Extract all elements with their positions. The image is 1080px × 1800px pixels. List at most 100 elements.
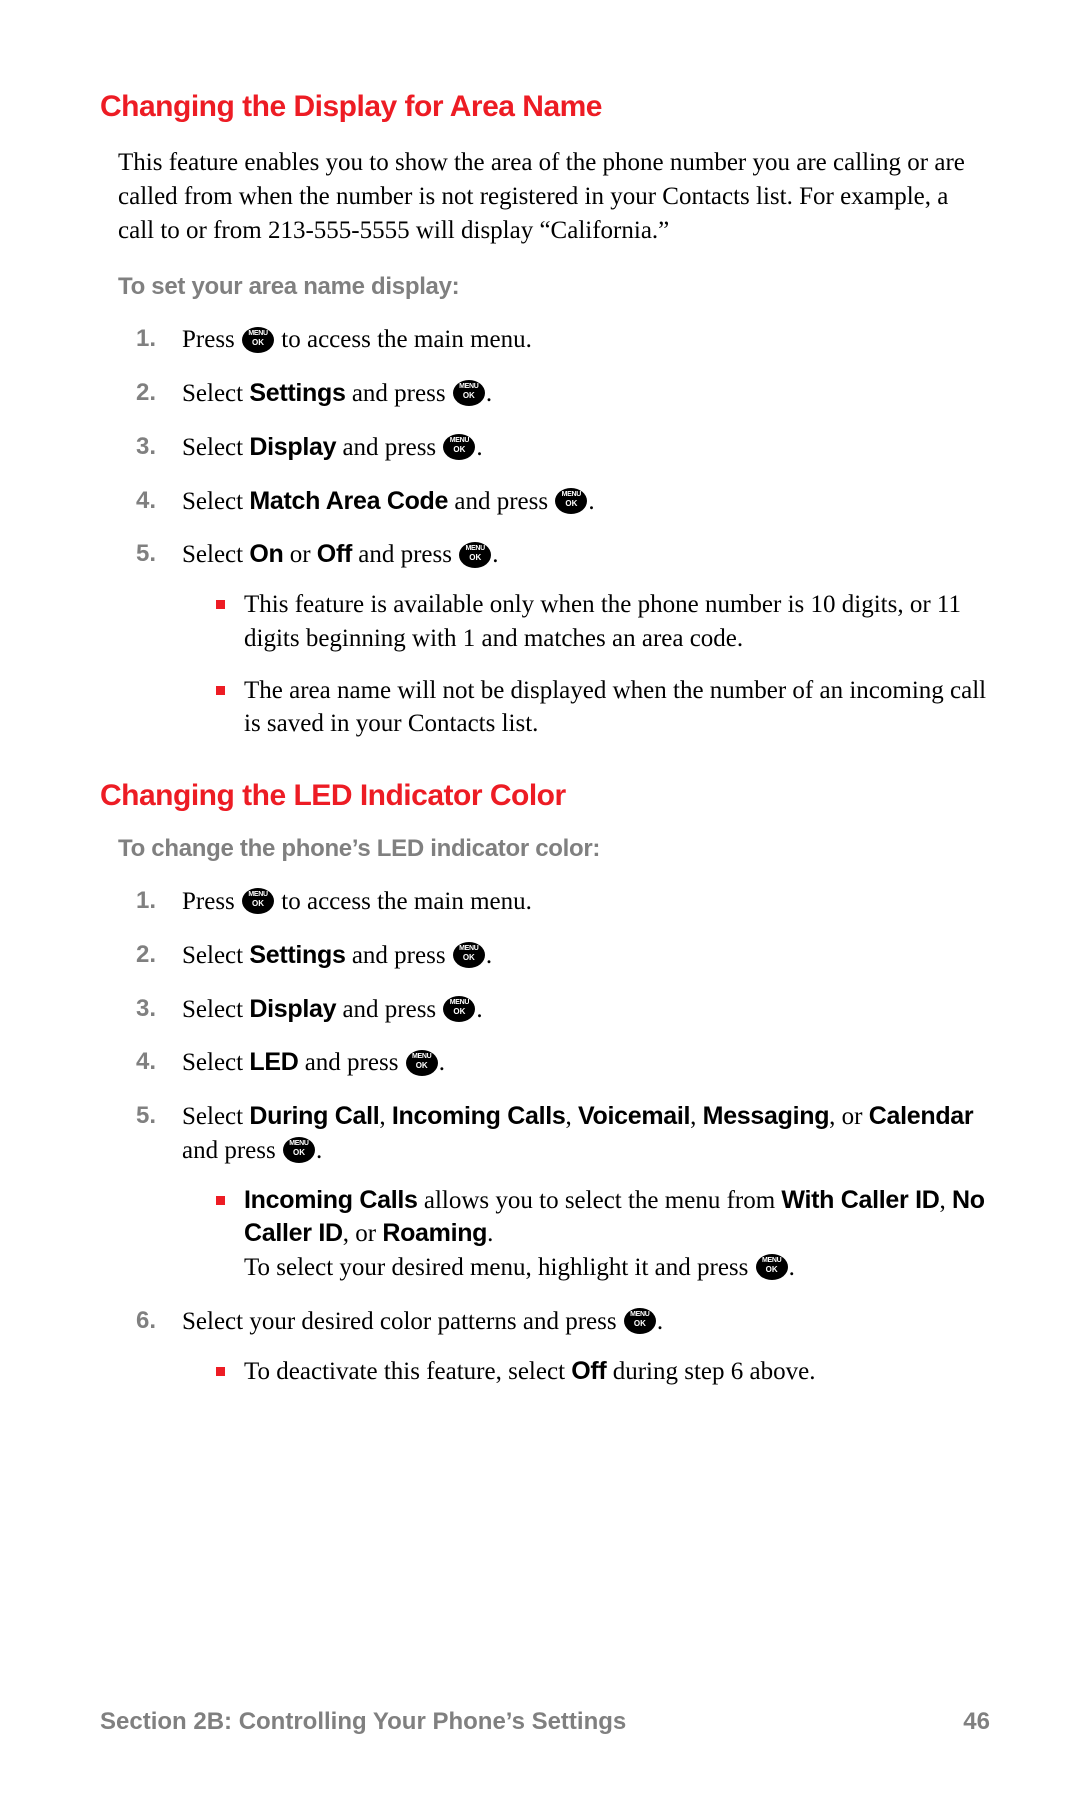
step-text: . <box>316 1137 322 1164</box>
note-text: . <box>487 1220 493 1247</box>
step-text: and press <box>336 434 442 461</box>
step-text: or <box>283 541 316 568</box>
step-text: , <box>690 1103 703 1130</box>
step-text: . <box>588 488 594 515</box>
menu-ok-icon <box>756 1254 788 1280</box>
bold-term: LED <box>249 1048 298 1076</box>
step-text: Select <box>182 1103 249 1130</box>
bold-term: Off <box>317 540 352 568</box>
section-heading: Changing the Display for Area Name <box>100 90 990 124</box>
menu-ok-icon <box>443 434 475 460</box>
step-text: . <box>439 1049 445 1076</box>
step-text: Select <box>182 541 249 568</box>
step-text: Press <box>182 326 241 353</box>
note-item: This feature is available only when the … <box>216 588 990 656</box>
note-item: Incoming Calls allows you to select the … <box>216 1184 990 1285</box>
bold-term: Voicemail <box>578 1102 690 1130</box>
note-item: The area name will not be displayed when… <box>216 674 990 742</box>
bold-term: Incoming Calls <box>392 1102 566 1130</box>
bold-term: Roaming <box>382 1219 487 1247</box>
menu-ok-icon <box>406 1050 438 1076</box>
step-text: . <box>486 380 492 407</box>
bold-term: Settings <box>249 941 345 969</box>
steps-list: Press to access the main menu. Select Se… <box>118 323 990 741</box>
note-text: , <box>940 1187 953 1214</box>
step-item: Press to access the main menu. <box>118 323 990 357</box>
intro-paragraph: This feature enables you to show the are… <box>118 146 990 247</box>
notes-list: This feature is available only when the … <box>216 588 990 741</box>
instruction-label: To set your area name display: <box>118 273 990 301</box>
step-item: Select LED and press . <box>118 1046 990 1080</box>
section-heading: Changing the LED Indicator Color <box>100 779 990 813</box>
step-text: and press <box>182 1137 282 1164</box>
footer-section-label: Section 2B: Controlling Your Phone’s Set… <box>100 1708 626 1736</box>
note-text: To select your desired menu, highlight i… <box>244 1254 755 1281</box>
bold-term: During Call <box>249 1102 379 1130</box>
menu-ok-icon <box>555 488 587 514</box>
menu-ok-icon <box>459 542 491 568</box>
step-text: Select <box>182 1049 249 1076</box>
page-footer: Section 2B: Controlling Your Phone’s Set… <box>100 1708 990 1736</box>
instruction-label: To change the phone’s LED indicator colo… <box>118 835 990 863</box>
step-item: Select Match Area Code and press . <box>118 485 990 519</box>
step-text: Select your desired color patterns and p… <box>182 1308 623 1335</box>
steps-list: Press to access the main menu. Select Se… <box>118 885 990 1388</box>
step-text: . <box>476 434 482 461</box>
bold-term: Display <box>249 433 336 461</box>
bold-term: Calendar <box>869 1102 974 1130</box>
step-text: Press <box>182 888 241 915</box>
step-text: . <box>486 942 492 969</box>
note-text: , or <box>343 1220 383 1247</box>
step-text: , or <box>829 1103 869 1130</box>
step-text: . <box>492 541 498 568</box>
notes-list: To deactivate this feature, select Off d… <box>216 1355 990 1389</box>
note-text: To deactivate this feature, select <box>244 1358 571 1385</box>
step-text: and press <box>352 541 458 568</box>
menu-ok-icon <box>443 996 475 1022</box>
step-text: and press <box>448 488 554 515</box>
menu-ok-icon <box>453 942 485 968</box>
step-item: Select On or Off and press . This featur… <box>118 538 990 741</box>
menu-ok-icon <box>242 888 274 914</box>
bold-term: With Caller ID <box>781 1186 939 1214</box>
step-text: , <box>566 1103 579 1130</box>
step-text: and press <box>298 1049 404 1076</box>
step-item: Select Settings and press . <box>118 377 990 411</box>
step-text: and press <box>346 942 452 969</box>
bold-term: Messaging <box>703 1102 830 1130</box>
step-item: Select Display and press . <box>118 993 990 1027</box>
bold-term: Incoming Calls <box>244 1186 418 1214</box>
step-text: to access the main menu. <box>275 888 532 915</box>
bold-term: Match Area Code <box>249 487 448 515</box>
step-text: Select <box>182 488 249 515</box>
menu-ok-icon <box>453 380 485 406</box>
step-item: Press to access the main menu. <box>118 885 990 919</box>
step-text: Select <box>182 380 249 407</box>
step-text: Select <box>182 996 249 1023</box>
step-text: Select <box>182 434 249 461</box>
note-text: . <box>789 1254 795 1281</box>
step-item: Select Display and press . <box>118 431 990 465</box>
step-text: and press <box>336 996 442 1023</box>
step-text: and press <box>346 380 452 407</box>
bold-term: Settings <box>249 379 345 407</box>
note-text: during step 6 above. <box>606 1358 815 1385</box>
bold-term: Off <box>571 1357 606 1385</box>
step-text: to access the main menu. <box>275 326 532 353</box>
notes-list: Incoming Calls allows you to select the … <box>216 1184 990 1285</box>
step-text: , <box>379 1103 392 1130</box>
step-item: Select your desired color patterns and p… <box>118 1305 990 1389</box>
footer-page-number: 46 <box>963 1708 990 1736</box>
menu-ok-icon <box>242 327 274 353</box>
note-item: To deactivate this feature, select Off d… <box>216 1355 990 1389</box>
step-item: Select Settings and press . <box>118 939 990 973</box>
step-text: . <box>657 1308 663 1335</box>
bold-term: On <box>249 540 283 568</box>
step-text: Select <box>182 942 249 969</box>
bold-term: Display <box>249 995 336 1023</box>
menu-ok-icon <box>283 1137 315 1163</box>
step-item: Select During Call, Incoming Calls, Voic… <box>118 1100 990 1285</box>
note-text: allows you to select the menu from <box>418 1187 782 1214</box>
menu-ok-icon <box>624 1308 656 1334</box>
step-text: . <box>476 996 482 1023</box>
